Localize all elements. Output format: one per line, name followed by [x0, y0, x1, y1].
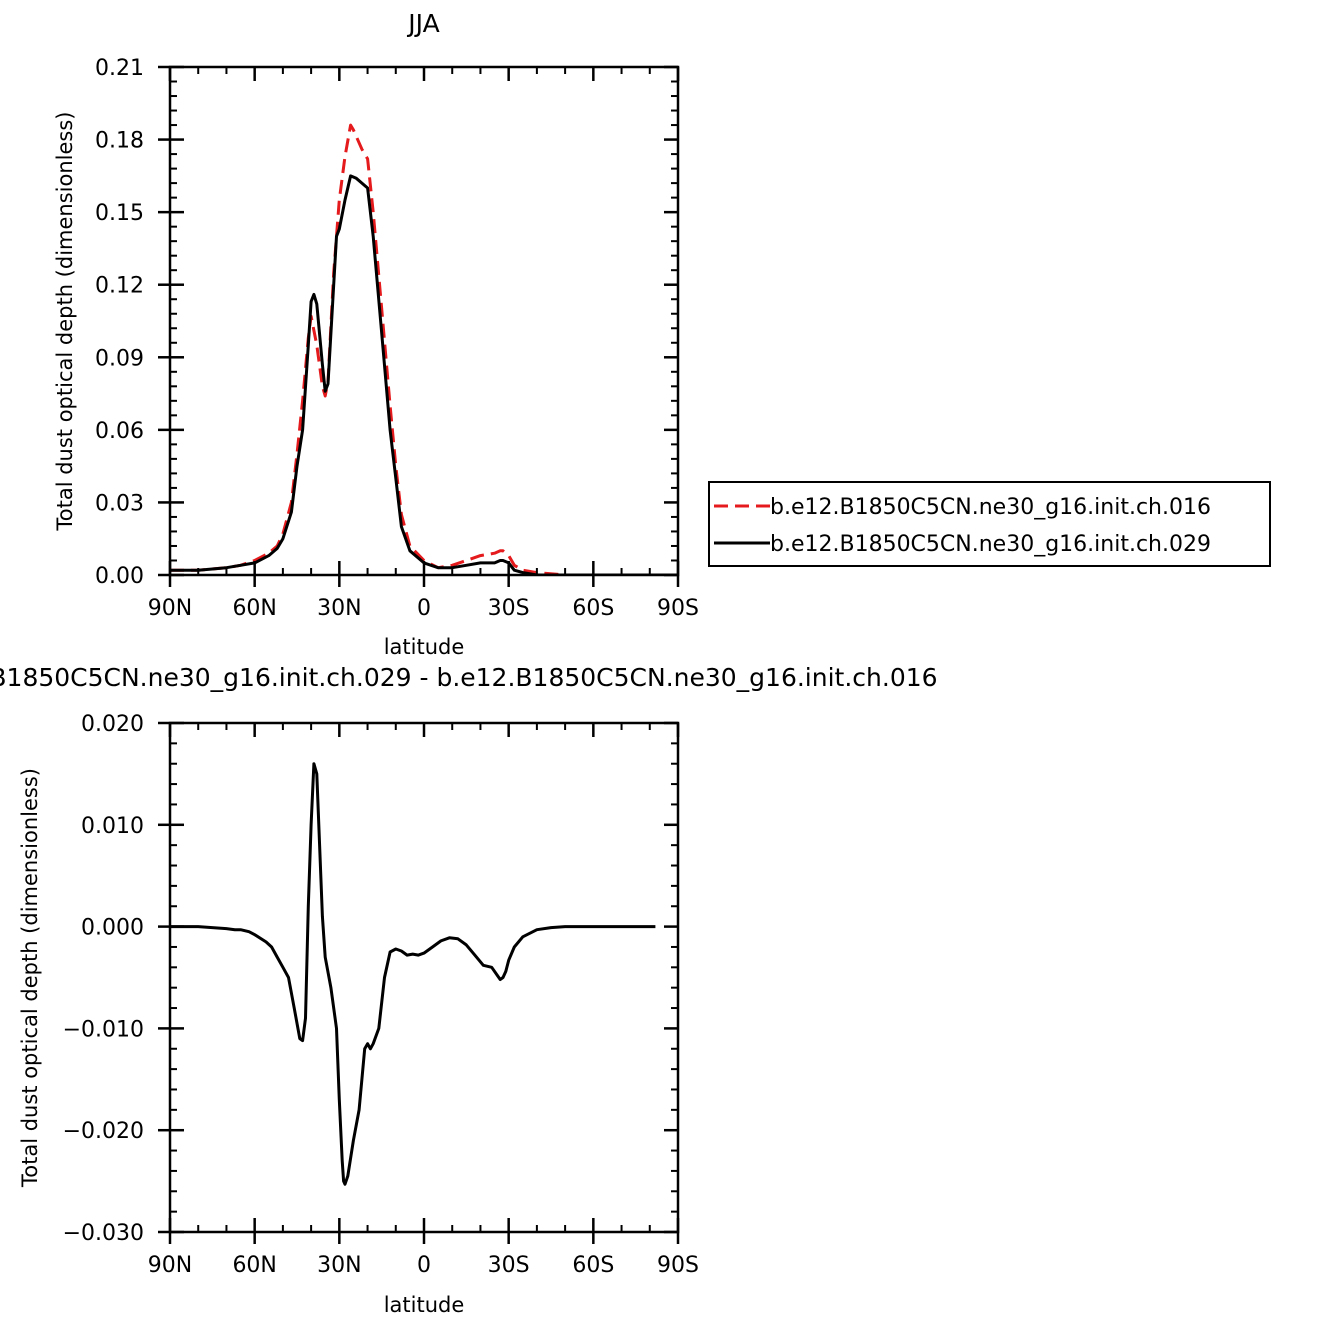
x-axis-label: latitude	[384, 635, 465, 659]
y-tick-label: 0.03	[95, 491, 144, 516]
x-tick-label: 60N	[232, 596, 276, 621]
x-tick-label: 60S	[572, 1253, 614, 1278]
legend-label: b.e12.B1850C5CN.ne30_g16.init.ch.029	[770, 532, 1211, 557]
y-tick-label: 0.15	[95, 201, 144, 226]
x-tick-label: 0	[417, 1253, 431, 1278]
x-tick-label: 0	[417, 596, 431, 621]
x-tick-label: 30N	[317, 1253, 361, 1278]
x-tick-label: 60S	[572, 596, 614, 621]
legend-label: b.e12.B1850C5CN.ne30_g16.init.ch.016	[770, 495, 1211, 520]
panel-bottom: b.e12.B1850C5CN.ne30_g16.init.ch.029 - b…	[0, 663, 938, 1317]
y-tick-label: 0.12	[95, 274, 144, 299]
y-tick-label: 0.18	[95, 129, 144, 154]
y-tick-label: 0.21	[95, 56, 144, 81]
x-tick-label: 90N	[148, 1253, 192, 1278]
chart-title: JJA	[406, 9, 439, 38]
y-tick-label: 0.010	[81, 814, 144, 839]
chart-title: b.e12.B1850C5CN.ne30_g16.init.ch.029 - b…	[0, 663, 938, 692]
x-tick-label: 90N	[148, 596, 192, 621]
x-tick-label: 60N	[232, 1253, 276, 1278]
y-tick-label: 0.09	[95, 346, 144, 371]
x-axis-label: latitude	[384, 1293, 465, 1317]
y-tick-label: 0.000	[81, 916, 144, 941]
plot-frame	[168, 721, 680, 1234]
x-tick-label: 30N	[317, 596, 361, 621]
legend: b.e12.B1850C5CN.ne30_g16.init.ch.016 b.e1…	[708, 481, 1271, 567]
x-tick-label: 30S	[488, 596, 530, 621]
y-tick-label: −0.010	[63, 1017, 144, 1042]
y-tick-label: −0.030	[63, 1221, 144, 1246]
y-axis-label: Total dust optical depth (dimensionless)	[18, 768, 42, 1188]
series-line-1	[170, 762, 656, 1186]
series-line-2	[170, 174, 678, 575]
x-tick-label: 30S	[488, 1253, 530, 1278]
y-tick-label: 0.00	[95, 564, 144, 589]
x-tick-label: 90S	[657, 1253, 699, 1278]
x-tick-label: 90S	[657, 596, 699, 621]
y-tick-label: 0.020	[81, 712, 144, 737]
y-axis-label: Total dust optical depth (dimensionless)	[53, 112, 77, 532]
legend-box	[708, 481, 1271, 567]
plot-frame	[168, 65, 680, 577]
panel-top: JJA 90N 60N 30N 0 30S 60S 90S 0.00 0.03 0.06 0.09 0.…	[53, 9, 699, 659]
y-tick-label: −0.020	[63, 1119, 144, 1144]
series-line-1	[170, 123, 678, 575]
y-tick-label: 0.06	[95, 419, 144, 444]
